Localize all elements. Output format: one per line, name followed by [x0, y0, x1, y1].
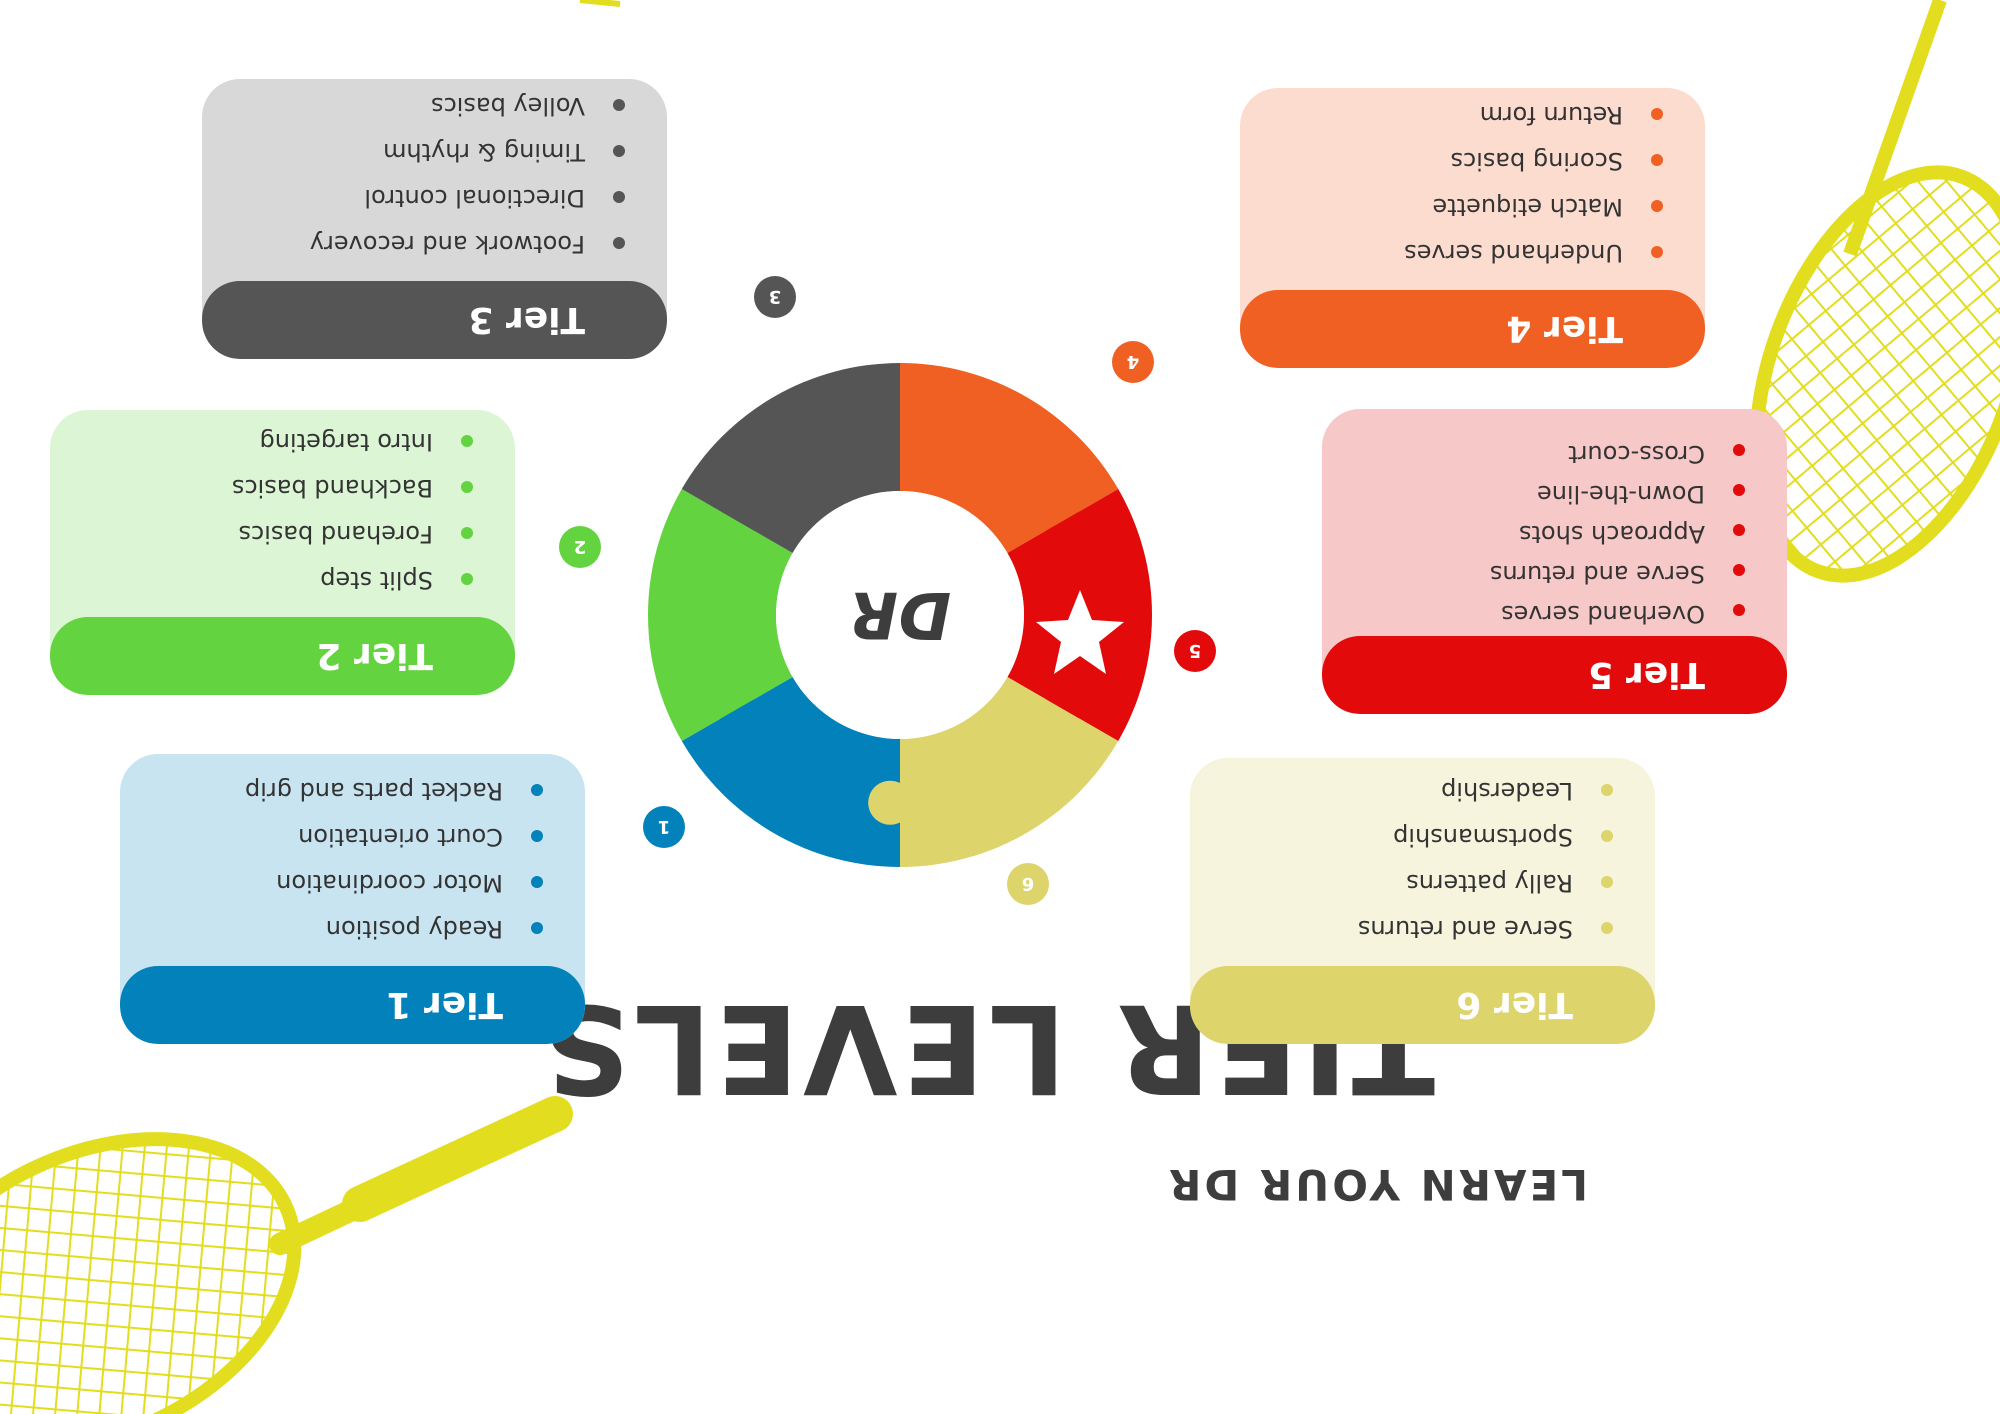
- list-item: Forehand basics: [50, 511, 433, 557]
- list-item: Overhand serves: [1322, 594, 1705, 634]
- ring-segment-tab-6: [868, 780, 913, 825]
- tier-5-list: Overhand serves Serve and returns Approa…: [1322, 434, 1787, 636]
- racket-left-icon: [1749, 0, 2000, 583]
- ring-segment-1: [681, 677, 900, 867]
- tier-1-list: Ready position Motor coordination Court …: [120, 768, 585, 966]
- list-item: Match etiquette: [1240, 184, 1624, 230]
- ring-segment-2: [648, 489, 793, 741]
- tier-3-list: Footwork and recovery Directional contro…: [202, 83, 667, 281]
- tier-4-badge: 4: [1112, 341, 1154, 383]
- center-logo: DR: [849, 577, 951, 651]
- tier-card-3: Tier 3 Footwork and recovery Directional…: [202, 79, 667, 359]
- list-item: Intro targeting: [50, 419, 433, 465]
- list-item: Court orientation: [120, 814, 503, 860]
- tier-3-badge: 3: [754, 276, 796, 318]
- tier-2-header: Tier 2: [50, 617, 515, 695]
- tier-6-list: Serve and returns Rally patterns Sportsm…: [1190, 768, 1655, 966]
- list-item: Motor coordination: [120, 860, 503, 906]
- star-icon: [1036, 590, 1124, 674]
- list-item: Volley basics: [202, 83, 585, 129]
- ring-center: [776, 491, 1024, 739]
- list-item: Serve and returns: [1190, 906, 1573, 952]
- tier-4-header: Tier 4: [1240, 290, 1705, 368]
- ring-segment-6: [900, 677, 1119, 867]
- tier-card-6: Tier 6 Serve and returns Rally patterns …: [1190, 758, 1655, 1044]
- tier-5-header: Tier 5: [1322, 636, 1787, 714]
- tier-5-badge: 5: [1174, 630, 1216, 672]
- tier-card-5: Tier 5 Overhand serves Serve and returns…: [1322, 409, 1787, 714]
- tier-card-2: Tier 2 Split step Forehand basics Backha…: [50, 410, 515, 695]
- tier-card-4: Tier 4 Underhand serves Match etiquette …: [1240, 88, 1705, 368]
- tier-card-1: Tier 1 Ready position Motor coordination…: [120, 754, 585, 1044]
- list-item: Sportsmanship: [1190, 814, 1573, 860]
- list-item: Underhand serves: [1240, 230, 1623, 276]
- ring-segments: [648, 363, 1152, 867]
- tier-4-list: Underhand serves Match etiquette Scoring…: [1240, 92, 1705, 290]
- list-item: Leadership: [1190, 768, 1573, 814]
- list-item: Directional control: [202, 175, 585, 221]
- list-item: Backhand basics: [50, 465, 433, 511]
- list-item: Cross-court: [1322, 434, 1705, 474]
- tier-6-header: Tier 6: [1190, 966, 1655, 1044]
- tier-2-list: Split step Forehand basics Backhand basi…: [50, 419, 515, 617]
- list-item: Approach shots: [1322, 514, 1705, 554]
- list-item: Serve and returns: [1322, 554, 1705, 594]
- list-item: Timing & rhythm: [202, 129, 585, 175]
- list-item: Footwork and recovery: [202, 221, 585, 267]
- list-item: Down-the-line: [1322, 474, 1705, 514]
- list-item: Scoring basics: [1240, 138, 1623, 184]
- tier-6-badge: 6: [1007, 863, 1049, 905]
- tier-2-badge: 2: [559, 526, 601, 568]
- list-item: Split step: [50, 557, 433, 603]
- list-item: Ready position: [120, 906, 503, 952]
- list-item: Racket parts and grip: [120, 768, 503, 814]
- ring-segment-3: [681, 363, 900, 553]
- racket-right-icon: [0, 1096, 573, 1414]
- tier-3-header: Tier 3: [202, 281, 667, 359]
- list-item: Rally patterns: [1190, 860, 1573, 906]
- tier-1-header: Tier 1: [120, 966, 585, 1044]
- list-item: Return form: [1240, 92, 1623, 138]
- tier-1-badge: 1: [643, 806, 685, 848]
- ring-segment-4: [900, 363, 1119, 553]
